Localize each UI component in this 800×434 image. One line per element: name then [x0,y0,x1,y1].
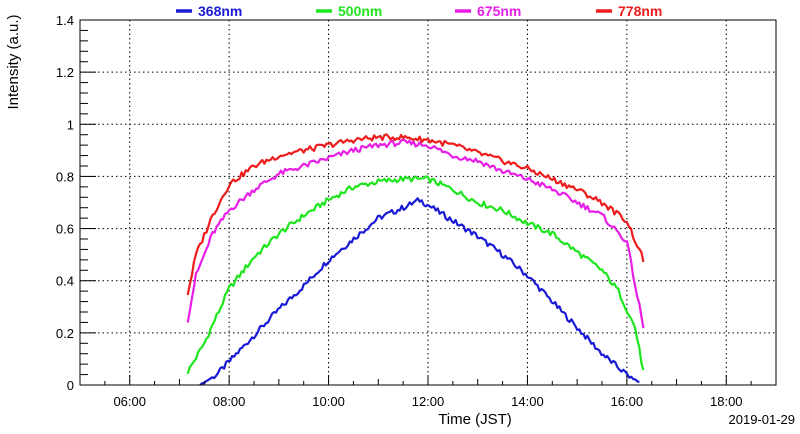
axis-ticks [79,19,777,386]
y-axis-title: Intensity (a.u.) [5,14,22,109]
series-line-500nm [186,175,645,375]
x-tick-label: 14:00 [511,394,544,409]
y-tick-label: 1.4 [56,13,74,28]
x-tick-label: 06:00 [113,394,146,409]
y-tick-label: 0.4 [56,274,74,289]
x-tick-label: 10:00 [312,394,345,409]
legend: 368nm 500nm 675nm 778nm [176,3,662,19]
y-tick-label: 0 [67,378,74,393]
x-tick-label: 16:00 [611,394,644,409]
legend-label: 675nm [477,3,521,19]
x-tick-label: 12:00 [412,394,445,409]
series-line-675nm [186,138,645,329]
y-tick-label: 0.8 [56,169,74,184]
y-tick-label: 1.2 [56,65,74,80]
series-line-368nm [199,197,640,386]
x-tick-label: 08:00 [213,394,246,409]
legend-label: 368nm [198,3,242,19]
series-lines [186,133,645,386]
x-axis-title: Time (JST) [438,411,512,428]
series-line-778nm [186,133,645,296]
y-tick-label: 0.6 [56,222,74,237]
x-tick-label: 18:00 [710,394,743,409]
legend-label: 778nm [618,3,662,19]
y-tick-label: 0.2 [56,326,74,341]
y-tick-label: 1 [67,117,74,132]
date-label: 2019-01-29 [729,412,796,427]
legend-label: 500nm [338,3,382,19]
tick-labels: 06:00 08:00 10:00 12:00 14:00 16:00 18:00 0 0.2 0… [56,13,743,409]
